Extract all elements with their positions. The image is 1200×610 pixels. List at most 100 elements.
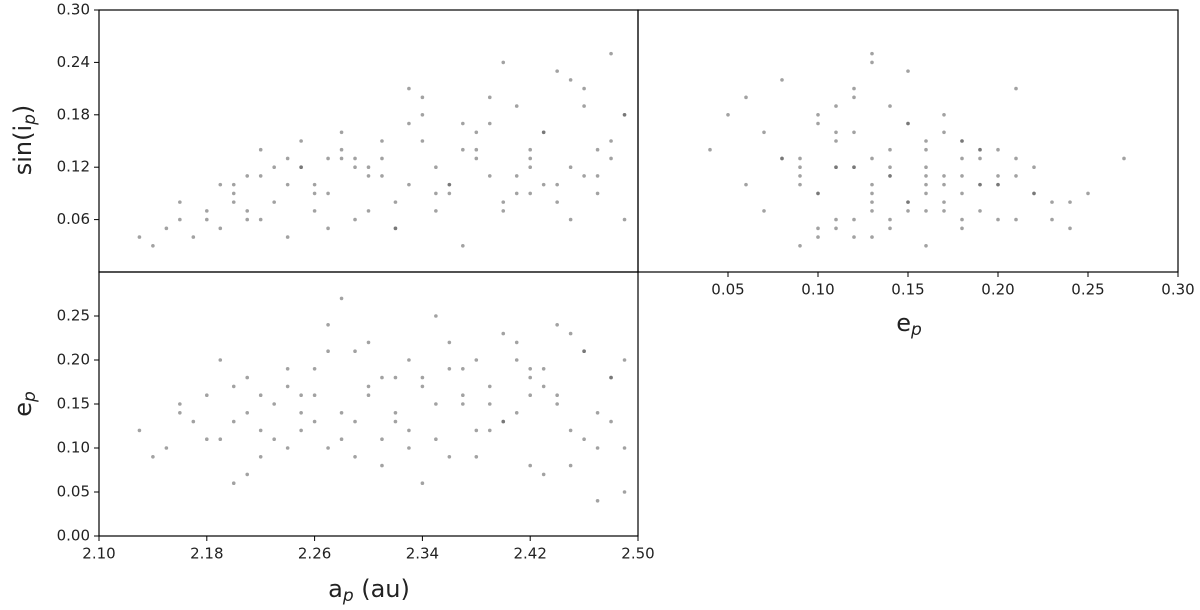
point xyxy=(978,156,982,161)
point xyxy=(380,375,384,380)
point xyxy=(420,375,425,380)
point xyxy=(924,191,928,196)
point xyxy=(353,165,357,169)
point xyxy=(178,402,182,406)
point xyxy=(555,323,559,327)
point xyxy=(339,147,344,152)
x-tick-label: 0.25 xyxy=(1071,281,1104,299)
point xyxy=(231,182,236,187)
point xyxy=(487,428,492,433)
point xyxy=(595,191,600,196)
point xyxy=(816,191,820,196)
point xyxy=(528,191,532,196)
point xyxy=(380,437,384,442)
point xyxy=(312,419,317,424)
point xyxy=(339,156,344,161)
axis-label-text: e xyxy=(9,402,37,417)
point xyxy=(231,200,236,204)
point xyxy=(528,147,532,152)
point xyxy=(258,393,263,398)
axis-label: ep xyxy=(896,309,922,340)
point xyxy=(487,402,492,406)
point xyxy=(366,340,371,345)
point xyxy=(487,95,492,100)
point xyxy=(798,244,802,248)
axis-label-tail: ) xyxy=(9,105,37,114)
point xyxy=(582,86,586,91)
point xyxy=(407,121,411,126)
point xyxy=(420,481,425,486)
axis-label-text: sin(i xyxy=(9,125,37,175)
axis-label-sub: p xyxy=(910,320,922,340)
y-tick-label: 0.05 xyxy=(57,483,90,501)
point xyxy=(205,217,209,222)
point xyxy=(285,182,290,187)
point xyxy=(744,182,748,187)
point xyxy=(798,182,802,187)
point xyxy=(137,428,142,433)
point xyxy=(1032,165,1036,169)
point xyxy=(888,217,892,222)
y-tick-label: 0.20 xyxy=(57,351,90,369)
point xyxy=(960,174,964,178)
point xyxy=(326,226,330,231)
point xyxy=(407,428,411,433)
point xyxy=(870,51,874,56)
point xyxy=(888,104,892,108)
point xyxy=(568,78,573,82)
point xyxy=(447,182,452,187)
point xyxy=(218,437,223,442)
point xyxy=(434,437,438,442)
point xyxy=(1014,86,1018,91)
point xyxy=(960,139,964,143)
point xyxy=(528,393,532,398)
point xyxy=(870,191,874,196)
point xyxy=(461,147,465,152)
point xyxy=(393,375,398,380)
point xyxy=(245,411,250,415)
point xyxy=(461,121,465,126)
point xyxy=(353,419,357,424)
point xyxy=(609,419,613,424)
point xyxy=(366,384,371,389)
point xyxy=(245,174,250,178)
point xyxy=(366,393,371,398)
point xyxy=(1068,200,1072,204)
point xyxy=(501,60,506,65)
point xyxy=(205,393,209,398)
point xyxy=(245,209,250,213)
point xyxy=(393,419,398,424)
point xyxy=(528,156,532,161)
point xyxy=(960,217,964,222)
point xyxy=(1014,217,1018,222)
point xyxy=(978,147,982,152)
point xyxy=(407,446,411,450)
point xyxy=(852,86,856,91)
point xyxy=(285,235,290,239)
point xyxy=(285,156,290,161)
panel-frame xyxy=(98,9,639,273)
panel-frame xyxy=(637,9,1179,273)
point xyxy=(924,139,928,143)
point xyxy=(272,402,276,406)
point xyxy=(816,113,820,117)
point xyxy=(461,393,465,398)
y-tick-label: 0.25 xyxy=(57,307,90,325)
point xyxy=(447,367,452,371)
point xyxy=(960,191,964,196)
point xyxy=(353,156,357,161)
point xyxy=(1086,191,1090,196)
point xyxy=(501,331,506,336)
point xyxy=(924,165,928,169)
point xyxy=(780,78,784,82)
point xyxy=(978,182,982,187)
point xyxy=(474,147,479,152)
point xyxy=(541,384,546,389)
x-tick-label: 2.50 xyxy=(621,545,654,563)
axis-label: ap (au) xyxy=(328,575,410,606)
point xyxy=(339,296,344,301)
point xyxy=(996,147,1000,152)
point xyxy=(487,384,492,389)
point xyxy=(393,226,398,231)
